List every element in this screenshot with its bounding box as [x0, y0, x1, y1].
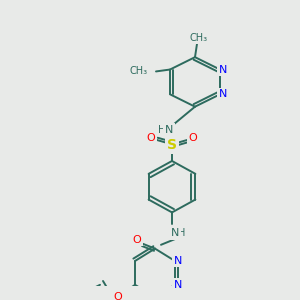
Text: CH₃: CH₃: [130, 66, 148, 76]
Text: O: O: [147, 133, 155, 143]
Text: H: H: [178, 228, 186, 239]
Text: N: N: [174, 256, 182, 266]
Text: H: H: [158, 124, 166, 134]
Text: N: N: [174, 280, 182, 290]
Text: S: S: [167, 138, 177, 152]
Text: N: N: [165, 124, 173, 134]
Text: O: O: [189, 133, 197, 143]
Text: N: N: [219, 89, 227, 99]
Text: CH₃: CH₃: [190, 33, 208, 43]
Text: N: N: [171, 228, 179, 239]
Text: O: O: [114, 292, 122, 300]
Text: N: N: [219, 64, 227, 74]
Text: O: O: [133, 235, 141, 245]
